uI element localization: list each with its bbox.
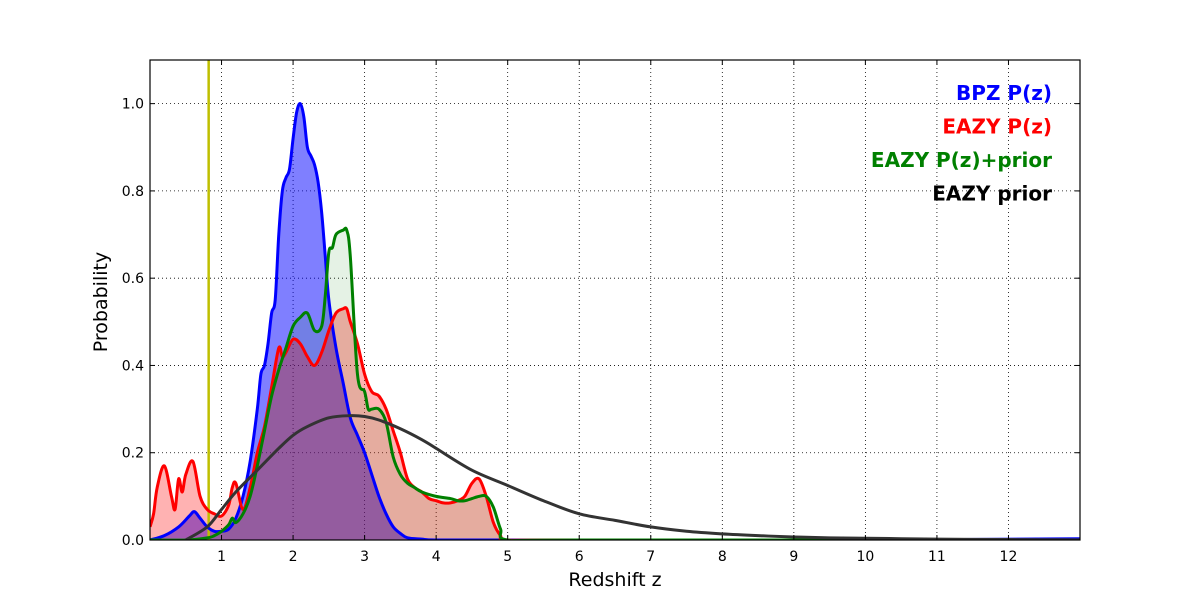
legend-entry-eazy-p-z-prior: EAZY P(z)+prior [871,148,1052,172]
axis-ticks: 1 2 3 4 5 6 7 8 9 10 11 120.00.20.40.60.81.0 [122,60,1080,565]
axes-frame [149,59,1081,541]
legend-entry-bpz-p-z: BPZ P(z) [956,81,1052,105]
x-tick-label: 7 [646,549,655,565]
series-line-eazy-p-z [150,306,1080,540]
y-tick-label: 0.4 [122,358,144,374]
series-fill-eazy-p-z-prior [150,228,1080,540]
series-lines [150,102,1080,540]
x-tick-label: 1 [217,549,226,565]
legend-entry-eazy-prior: EAZY prior [932,182,1052,206]
y-tick-label: 0.6 [122,271,144,287]
x-tick-label: 2 [289,549,298,565]
x-tick-label: 4 [432,549,441,565]
gridlines [150,60,1080,540]
series-line-bpz-p-z [150,102,1080,540]
legend-entry-eazy-p-z: EAZY P(z) [942,115,1052,139]
x-tick-label: 10 [856,549,874,565]
x-tick-label: 12 [1000,549,1018,565]
series-line-eazy-p-z-prior [150,226,1080,540]
y-tick-label: 0.8 [122,184,144,200]
x-tick-label: 8 [718,549,727,565]
x-tick-label: 3 [360,549,369,565]
y-axis-label: Probability [90,252,112,352]
y-tick-label: 1.0 [122,97,144,113]
series-line-eazy-prior [184,414,1080,540]
x-axis-label: Redshift z [568,569,661,591]
x-tick-label: 11 [928,549,946,565]
series-fill-eazy-p-z [150,307,1080,540]
y-tick-label: 0.2 [122,446,144,462]
y-tick-label: 0.0 [122,533,144,549]
x-tick-label: 6 [575,549,584,565]
x-tick-label: 5 [503,549,512,565]
legend: BPZ P(z) EAZY P(z) EAZY P(z)+prior EAZY pri… [871,81,1052,206]
x-tick-label: 9 [789,549,798,565]
axes-border [149,59,1081,541]
series-fills [150,103,1080,540]
